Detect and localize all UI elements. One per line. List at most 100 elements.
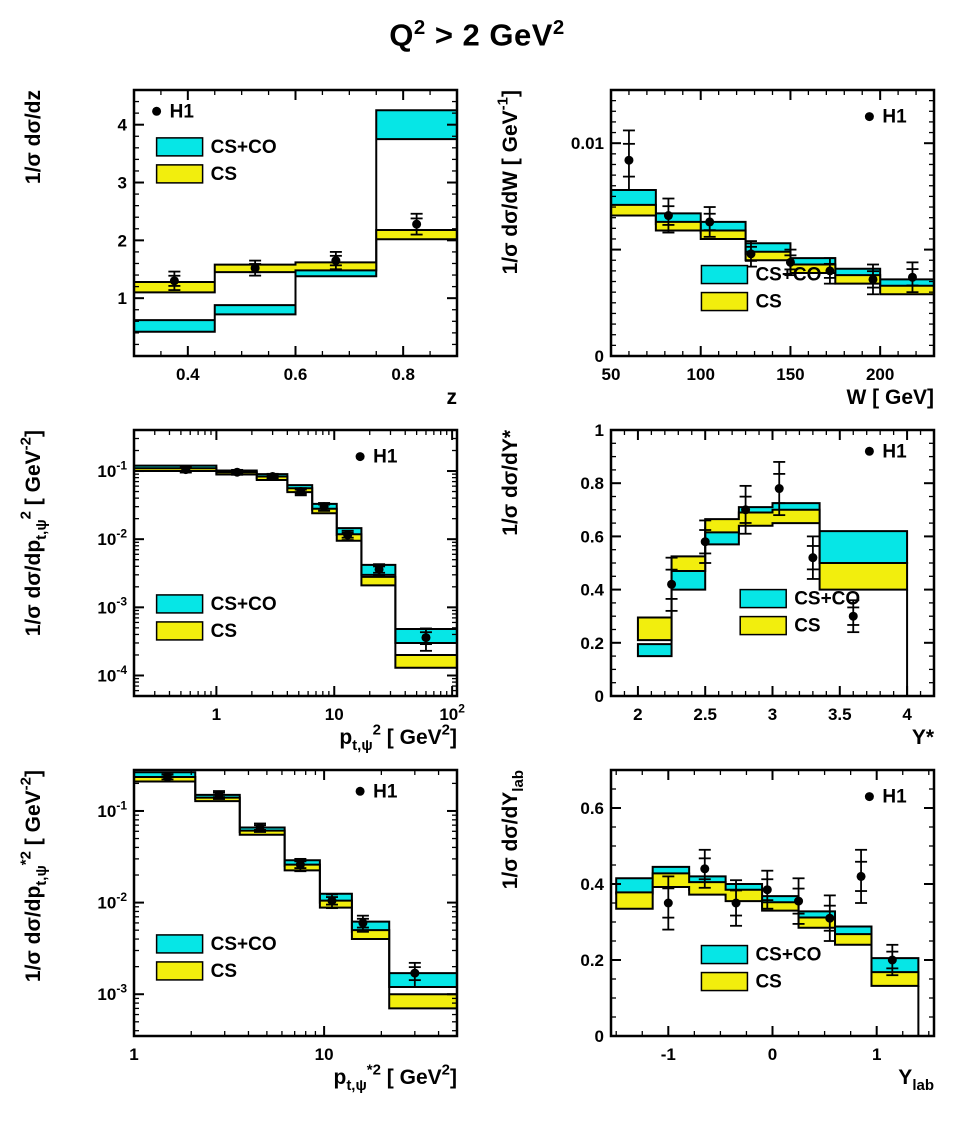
y-tick-label: 0.8 (580, 474, 604, 493)
axes-ticks (611, 770, 934, 1037)
data-point-marker (374, 564, 384, 574)
chart-svg-pt2: 1 10 102 10-4 10-3 10-2 10-1 pt,ψ2 [ GeV2] 1/σ d… (18, 428, 465, 754)
x-tick-label: 100 (687, 365, 715, 384)
data-point-marker (887, 955, 897, 965)
data-points (665, 461, 860, 634)
data-point-marker (700, 864, 710, 874)
legend: H1 CS+CO CS (155, 781, 398, 982)
data-point-marker (162, 772, 172, 782)
legend-cs-label: CS (755, 292, 781, 313)
plot-area (134, 771, 457, 1010)
y-tick-label: 0.01 (571, 134, 604, 153)
y-tick-label: 10-1 (97, 798, 127, 821)
data-point-marker (250, 263, 260, 273)
x-tick-label: 150 (776, 365, 804, 384)
data-point-marker (663, 211, 673, 221)
data-point-marker (848, 611, 858, 621)
y-tick-label: 0.4 (580, 581, 604, 600)
data-point-marker (856, 871, 866, 881)
data-points (161, 772, 421, 988)
legend-cs-swatch (700, 971, 749, 992)
legend-cs-label: CS (211, 961, 237, 982)
y-axis-title: 1/σ dσ/dz (22, 90, 45, 184)
panel-pt2star-distribution: 1 10 10-3 10-2 10-1 pt,ψ*2 [ GeV2] 1/σ dσ/dpt,… (0, 754, 477, 1094)
x-tick-label: 1 (212, 705, 221, 724)
axes-ticks (133, 770, 457, 1036)
data-point-marker (741, 505, 751, 515)
legend-cs-co-label: CS+CO (211, 934, 277, 955)
legend-cs-label: CS (211, 164, 237, 185)
data-point-marker (868, 274, 878, 284)
data-point-marker (907, 272, 917, 282)
legend-cs-swatch (700, 291, 749, 312)
legend: H1 CS+CO CS (700, 107, 907, 313)
legend-cs-label: CS (755, 972, 781, 993)
data-point-marker (181, 465, 191, 475)
data-point-marker (358, 918, 368, 928)
legend-h1-label: H1 (882, 441, 907, 462)
data-point-marker (808, 553, 818, 563)
axes-ticks (610, 90, 934, 357)
y-tick-label: 2 (118, 231, 127, 250)
data-point-marker (331, 256, 341, 266)
y-tick-label: 1 (595, 421, 604, 440)
data-point-marker (343, 530, 353, 540)
x-tick-label: 10 (315, 1045, 334, 1064)
legend-data-marker (864, 112, 874, 122)
legend-cs-co-label: CS+CO (755, 265, 821, 286)
x-tick-label: 0.6 (284, 365, 308, 384)
legend-cs-co-swatch (700, 944, 749, 965)
data-point-marker (624, 155, 634, 165)
data-point-marker (421, 633, 431, 643)
x-tick-label: 1 (129, 1045, 138, 1064)
data-point-marker (410, 968, 420, 978)
y-tick-label: 1 (118, 289, 127, 308)
x-tick-label: 0.8 (391, 365, 415, 384)
chart-svg-z: 0.4 0.6 0.8 1 2 3 4 z 1/σ dσ/dz H1 CS+CO CS (22, 88, 459, 409)
data-point-marker (774, 484, 784, 494)
data-point-marker (295, 860, 305, 870)
y-tick-label: 0.6 (580, 799, 604, 818)
legend-h1-label: H1 (373, 781, 398, 802)
x-axis-title: W [ GeV] (847, 386, 935, 409)
legend-cs-co-label: CS+CO (211, 137, 277, 158)
y-axis-title: 1/σ dσ/dY* (499, 429, 522, 536)
legend-cs-co-label: CS+CO (211, 594, 277, 615)
legend-data-marker (355, 452, 365, 462)
data-point-marker (319, 502, 329, 512)
plot-area (134, 109, 457, 333)
data-point-marker (296, 487, 306, 497)
y-tick-label: 0.2 (580, 951, 604, 970)
legend: H1 CS+CO CS (155, 447, 398, 642)
legend-cs-co-label: CS+CO (794, 589, 860, 610)
y-tick-label: 0 (595, 1027, 604, 1046)
legend-cs-swatch (155, 621, 204, 641)
x-tick-label: 3.5 (828, 705, 852, 724)
y-tick-label: 4 (118, 116, 128, 135)
y-axis-title: 1/σ dσ/dpt,ψ*2 [ GeV-2] (18, 770, 50, 982)
panel-ystar-distribution: 2 2.5 3 3.5 4 0 0.2 0.4 0.6 0.8 1 Y* 1/σ dσ/dY* H1 CS+… (477, 414, 954, 754)
legend-cs-swatch (155, 961, 204, 981)
legend-data-marker (152, 106, 162, 116)
legend-cs-co-swatch (155, 934, 204, 954)
plot-area (611, 189, 934, 296)
panel-w-distribution: 50 100 150 200 0 0.01 W [ GeV] 1/σ dσ/dW [ GeV-… (477, 74, 954, 414)
legend-data-marker (355, 786, 365, 796)
axes-ticks (134, 430, 457, 696)
data-point-marker (667, 579, 677, 589)
chart-svg-ystar: 2 2.5 3 3.5 4 0 0.2 0.4 0.6 0.8 1 Y* 1/σ dσ/dY* H1 CS+… (499, 421, 936, 749)
figure-title: Q2 > 2 GeV2 (389, 16, 565, 53)
y-tick-label: 0.6 (580, 527, 604, 546)
data-point-marker (268, 472, 278, 482)
legend-cs-co-swatch (155, 137, 204, 157)
legend-cs-swatch (739, 615, 787, 636)
legend-h1-label: H1 (373, 447, 398, 468)
legend-cs-co-swatch (700, 264, 749, 285)
chart-svg-ylab: -1 0 1 0 0.2 0.4 0.6 Ylab 1/σ dσ/dYlab H1 CS+CO CS (499, 768, 936, 1094)
data-point-marker (255, 823, 265, 833)
data-point-marker (785, 257, 795, 267)
legend-cs-co-swatch (739, 588, 787, 609)
y-tick-label: 10-3 (97, 595, 127, 618)
data-points (622, 129, 919, 296)
